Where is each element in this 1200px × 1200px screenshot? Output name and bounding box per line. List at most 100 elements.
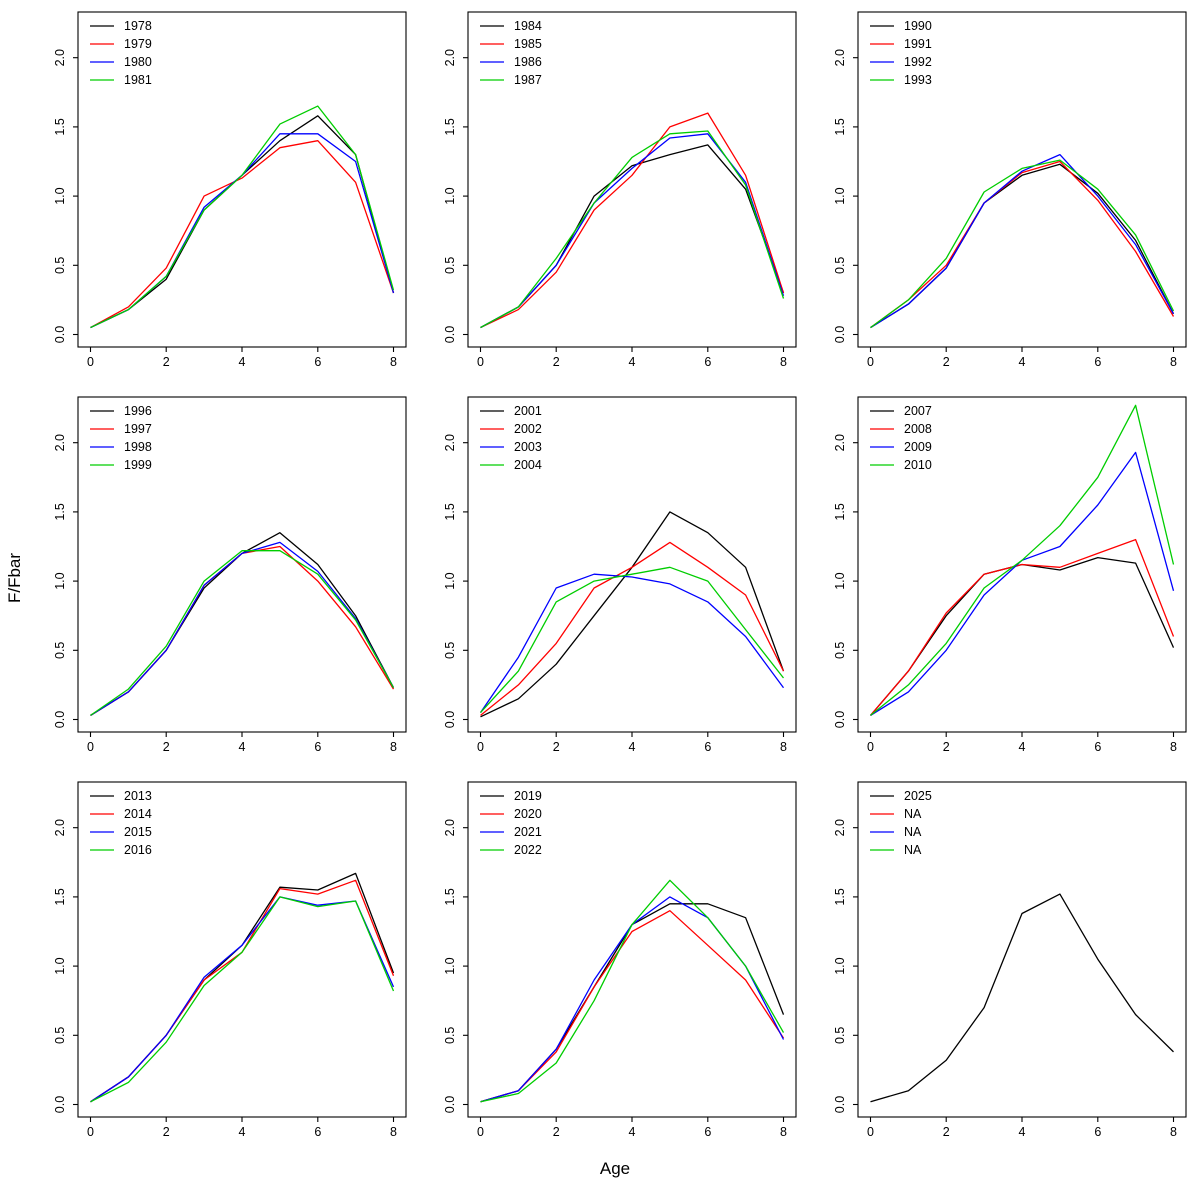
legend-label: 1998 [124,440,152,454]
legend-entry: 1981 [90,73,152,87]
x-tick-label: 6 [1094,355,1101,369]
series-line-2010 [870,404,1175,716]
legend-entry: 1997 [90,422,152,436]
legend-entry: 2014 [90,807,152,821]
series-line-2003 [479,573,785,713]
chart-panel-2: 0 2 4 6 8 0.0 0.5 1.0 1.5 2.0 1984 1985 1986 1987 [420,0,810,385]
y-tick-label: 1.5 [833,118,847,135]
legend-entry: 2022 [480,843,542,857]
x-tick-label: 2 [943,355,950,369]
y-tick-label: 1.0 [53,957,67,974]
series-line-2020 [480,910,785,1103]
x-tick-label: 2 [163,355,170,369]
y-tick-label: 1.5 [53,118,67,135]
legend-entry: 2020 [480,807,542,821]
legend-label: 1997 [124,422,152,436]
y-tick-label: 1.5 [53,888,67,905]
series-line-2013 [90,872,395,1103]
x-tick-label: 2 [943,740,950,754]
series-line-1987 [480,130,785,329]
y-tick-label: 1.0 [833,187,847,204]
x-tick-label: 6 [314,355,321,369]
chart-panel-3: 0 2 4 6 8 0.0 0.5 1.0 1.5 2.0 1990 1991 1992 1993 [810,0,1200,385]
legend-entry: 2010 [870,458,932,472]
legend-label: 2014 [124,807,152,821]
y-tick-label: 2.0 [443,819,457,836]
legend-entry: 1998 [90,440,152,454]
series-line-1979 [90,140,395,329]
x-tick-label: 4 [629,355,636,369]
legend-entry: 2002 [480,422,542,436]
legend-entry: 1991 [870,37,932,51]
series-line-1978 [90,115,395,329]
series-line-2016 [90,896,395,1103]
legend-label: 1993 [904,73,932,87]
y-tick-label: 1.0 [443,957,457,974]
x-tick-label: 2 [553,1125,560,1139]
legend-label: 2008 [904,422,932,436]
legend-label: 1985 [514,37,542,51]
y-tick-label: 1.0 [443,187,457,204]
y-tick-label: 0.5 [833,642,847,659]
x-tick-label: 6 [1094,740,1101,754]
chart-panel-svg: 0 2 4 6 8 0.0 0.5 1.0 1.5 2.0 2013 2014 2015 2016 [53,781,407,1139]
legend-entry: 1987 [480,73,542,87]
x-tick-label: 2 [163,740,170,754]
legend-label: 2013 [124,789,152,803]
x-axis-label-strip: Age [30,1155,1200,1200]
legend-entry: 1984 [480,19,542,33]
legend-label: 2015 [124,825,152,839]
y-tick-label: 0.0 [443,711,457,728]
x-tick-label: 0 [867,355,874,369]
y-tick-label: 1.5 [833,503,847,520]
legend-entry: 2021 [480,825,542,839]
x-tick-label: 4 [1019,355,1026,369]
legend-label: 2007 [904,404,932,418]
y-tick-label: 0.0 [833,1096,847,1113]
x-tick-label: 4 [239,355,246,369]
legend-entry: 2016 [90,843,152,857]
legend-entry: 1992 [870,55,932,69]
series-line-1990 [870,163,1175,329]
y-tick-label: 2.0 [443,49,457,66]
legend-entry: 2001 [480,404,542,418]
x-tick-label: 0 [477,740,484,754]
chart-grid: 0 2 4 6 8 0.0 0.5 1.0 1.5 2.0 1978 1979 1980 1981 0 2 4 6… [30,0,1200,1155]
legend-label: 2025 [904,789,932,803]
legend-entry: 1980 [90,55,152,69]
legend-entry: 1986 [480,55,542,69]
legend-label: 2016 [124,843,152,857]
chart-panel-svg: 0 2 4 6 8 0.0 0.5 1.0 1.5 2.0 1984 1985 1986 1987 [443,11,797,369]
series-line-1992 [870,153,1175,329]
series-line-2025 [870,893,1174,1103]
legend-entry: 2019 [480,789,542,803]
y-tick-label: 1.5 [53,503,67,520]
y-tick-label: 1.0 [53,572,67,589]
y-tick-label: 1.0 [833,572,847,589]
legend-entry: 2015 [90,825,152,839]
x-tick-label: 0 [867,740,874,754]
legend-entry: 1993 [870,73,932,87]
y-tick-label: 2.0 [443,434,457,451]
x-tick-label: 0 [867,1125,874,1139]
legend-label: 2022 [514,843,542,857]
x-tick-label: 6 [704,355,711,369]
legend-entry: 1990 [870,19,932,33]
legend-label: 1986 [514,55,542,69]
legend-entry: 2008 [870,422,932,436]
series-line-1981 [90,105,395,329]
chart-panel-svg: 0 2 4 6 8 0.0 0.5 1.0 1.5 2.0 2001 2002 2003 2004 [443,396,797,754]
legend-label: 1979 [124,37,152,51]
legend-entry: 2013 [90,789,152,803]
y-tick-label: 2.0 [833,819,847,836]
x-tick-label: 4 [1019,1125,1026,1139]
x-tick-label: 2 [553,740,560,754]
x-tick-label: 4 [239,740,246,754]
y-tick-label: 0.0 [53,326,67,343]
y-tick-label: 2.0 [833,434,847,451]
x-tick-label: 4 [629,1125,636,1139]
legend-label: 2009 [904,440,932,454]
y-tick-label: 1.0 [833,957,847,974]
x-tick-label: 0 [87,355,94,369]
